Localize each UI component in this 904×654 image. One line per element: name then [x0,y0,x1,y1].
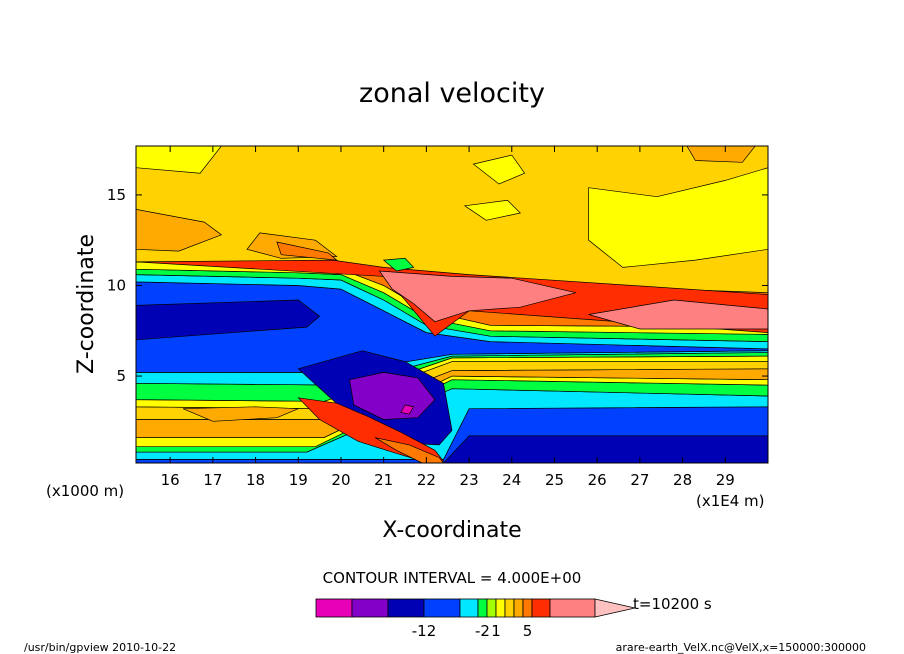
x-unit-right: (x1E4 m) [696,492,765,510]
colorbar-label: -2 [475,622,490,640]
colorbar-label: 5 [523,622,533,640]
contour-region-14 [686,146,756,163]
y-axis-ticks: 5 10 15 [107,186,768,385]
contour-interval-label: CONTOUR INTERVAL = 4.000E+00 [323,569,582,587]
x-tick-label: 29 [716,471,735,489]
colorbar-cell [423,598,461,618]
contour-region-17 [382,257,415,272]
contour-region-5 [374,437,444,463]
x-tick-label: 24 [502,471,521,489]
footer-right: arare-earth_VelX.nc@VelX,x=150000:300000 [616,641,866,654]
x-tick-label: 23 [460,471,479,489]
colorbar [315,598,636,618]
x-tick-label: 25 [545,471,564,489]
colorbar-arrow [594,598,636,618]
y-axis-title: Z-coordinate [74,234,99,374]
x-tick-label: 26 [588,471,607,489]
colorbar-cell [522,598,533,618]
contour-region-13 [463,199,522,221]
y-tick-label: 5 [116,367,126,385]
colorbar-cell [315,598,353,618]
colorbar-labels: -12 -2 1 5 [412,622,533,640]
x-tick-label: 28 [673,471,692,489]
contour-region-9 [276,241,338,261]
contour-region-11 [136,146,222,174]
contour-region-6 [182,406,299,422]
x-unit-left: (x1000 m) [46,482,124,500]
colorbar-cell [513,598,524,618]
colorbar-cell [486,598,497,618]
colorbar-label: 1 [491,622,501,640]
x-axis-ticks: 16 17 18 19 20 21 22 23 24 25 26 27 28 29 [161,146,735,489]
plot-frame [135,145,769,464]
time-label: t=10200 s [633,595,712,613]
x-tick-label: 17 [203,471,222,489]
colorbar-cell [549,598,596,618]
x-tick-label: 16 [161,471,180,489]
chart-title: zonal velocity [359,78,545,109]
colorbar-cell [351,598,389,618]
y-tick-label: 10 [107,276,126,294]
colorbar-label: -12 [412,622,437,640]
x-axis-title: X-coordinate [382,518,521,543]
contour-region-10 [588,167,768,268]
contour-fill-layer [136,146,768,463]
x-tick-label: 20 [331,471,350,489]
x-tick-label: 22 [417,471,436,489]
colorbar-cell [477,598,488,618]
contour-region-3 [400,404,415,415]
x-tick-label: 19 [289,471,308,489]
contour-region-16 [588,299,768,330]
contour-region-15 [378,270,576,323]
contour-region-2 [349,372,436,420]
x-tick-label: 21 [374,471,393,489]
footer-left: /usr/bin/gpview 2010-10-22 [24,641,176,654]
y-tick-label: 15 [107,186,126,204]
colorbar-cell [504,598,515,618]
colorbar-cell [495,598,506,618]
contour-region-12 [472,154,526,185]
x-tick-label: 18 [246,471,265,489]
colorbar-cell [387,598,425,618]
contour-region-7 [136,209,223,252]
colorbar-cell [531,598,551,618]
colorbar-cell [459,598,479,618]
x-tick-label: 27 [630,471,649,489]
contour-region-0 [136,299,321,341]
